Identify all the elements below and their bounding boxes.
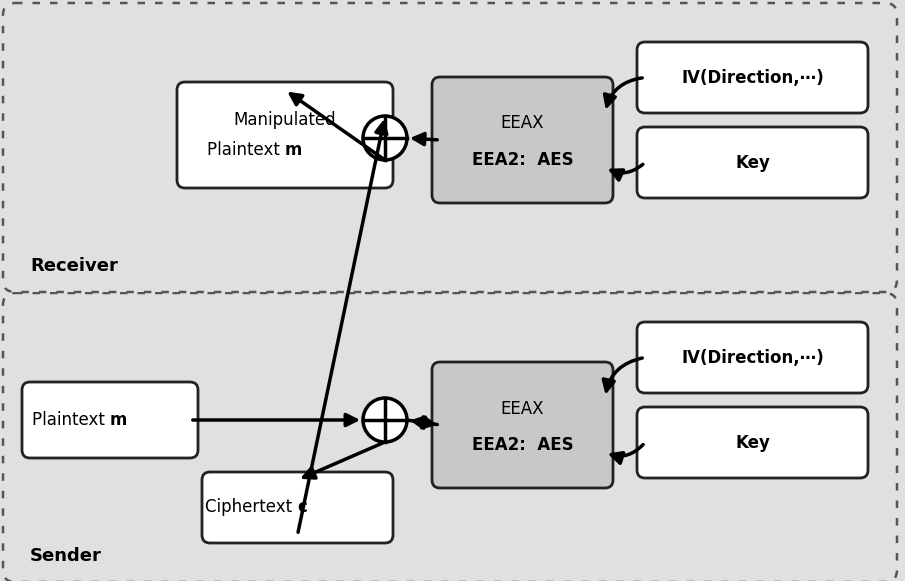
- Text: IV(Direction,⋯): IV(Direction,⋯): [681, 349, 824, 367]
- Text: m: m: [285, 141, 302, 159]
- Text: IV(Direction,⋯): IV(Direction,⋯): [681, 69, 824, 87]
- FancyBboxPatch shape: [637, 407, 868, 478]
- Text: Key: Key: [735, 153, 770, 171]
- FancyBboxPatch shape: [637, 42, 868, 113]
- Text: EEAX: EEAX: [500, 400, 544, 418]
- Text: Plaintext: Plaintext: [32, 411, 110, 429]
- FancyBboxPatch shape: [432, 77, 613, 203]
- FancyBboxPatch shape: [3, 3, 897, 292]
- Text: Sender: Sender: [30, 547, 102, 565]
- FancyBboxPatch shape: [432, 362, 613, 488]
- Text: Ciphertext: Ciphertext: [205, 498, 298, 517]
- Text: EEAX: EEAX: [500, 114, 544, 132]
- Text: Manipulated: Manipulated: [233, 111, 337, 129]
- FancyBboxPatch shape: [202, 472, 393, 543]
- Text: Key: Key: [735, 433, 770, 451]
- Text: EEA2:  AES: EEA2: AES: [472, 151, 573, 169]
- Text: Receiver: Receiver: [30, 257, 118, 275]
- FancyBboxPatch shape: [177, 82, 393, 188]
- Text: EEA2:  AES: EEA2: AES: [472, 436, 573, 454]
- Text: c: c: [298, 498, 308, 517]
- FancyBboxPatch shape: [637, 322, 868, 393]
- Circle shape: [363, 398, 407, 442]
- FancyBboxPatch shape: [637, 127, 868, 198]
- FancyBboxPatch shape: [22, 382, 198, 458]
- Text: Plaintext: Plaintext: [207, 141, 285, 159]
- Text: m: m: [110, 411, 128, 429]
- FancyBboxPatch shape: [3, 293, 897, 581]
- Circle shape: [363, 116, 407, 160]
